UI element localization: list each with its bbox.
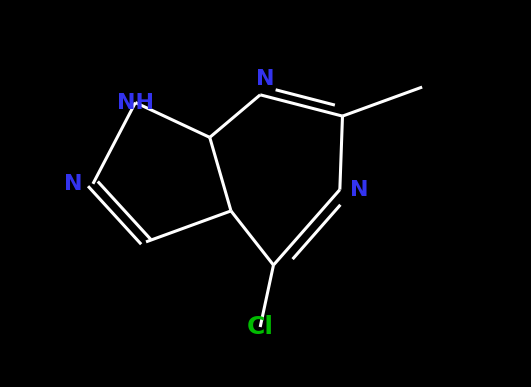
Text: N: N (256, 69, 275, 89)
Text: N: N (350, 180, 369, 200)
Text: NH: NH (117, 92, 154, 113)
Text: N: N (64, 174, 82, 194)
Text: Cl: Cl (247, 315, 273, 339)
